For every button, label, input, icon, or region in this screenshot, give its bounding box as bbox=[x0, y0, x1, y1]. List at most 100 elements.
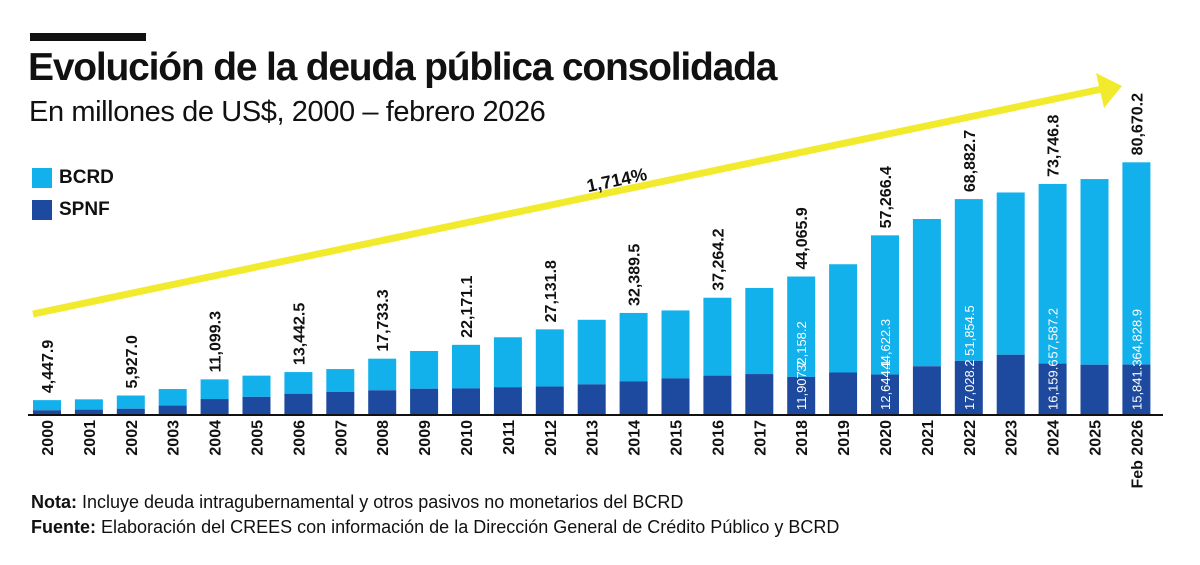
spnf-value-label-feb-2026: 15,841.3 bbox=[1129, 359, 1144, 410]
bcrd-value-label-2020: 44,622.3 bbox=[878, 319, 893, 370]
bar-spnf-2021 bbox=[912, 366, 941, 414]
bcrd-value-label-feb-2026: 64,828.9 bbox=[1129, 309, 1144, 360]
bar-bcrd-2007 bbox=[326, 369, 355, 392]
x-tick-label-2003: 2003 bbox=[166, 420, 183, 456]
x-tick-label-2022: 2022 bbox=[962, 420, 979, 456]
total-label-2010: 22,171.1 bbox=[459, 275, 476, 337]
bcrd-value-label-2022: 51,854.5 bbox=[962, 305, 977, 356]
x-tick-label-2017: 2017 bbox=[752, 420, 769, 456]
bar-spnf-2012 bbox=[535, 386, 564, 414]
spnf-value-label-2018: 11,907.7 bbox=[794, 360, 809, 410]
legend-swatch-bcrd bbox=[32, 168, 52, 188]
note-text: Incluye deuda intragubernamental y otros… bbox=[77, 492, 684, 512]
bar-spnf-2002 bbox=[116, 408, 145, 414]
bar-bcrd-2008 bbox=[368, 358, 397, 391]
x-tick-label-2024: 2024 bbox=[1046, 420, 1063, 456]
x-tick-label-2018: 2018 bbox=[794, 420, 811, 456]
bar-bcrd-2004 bbox=[200, 379, 229, 400]
chart-title: Evolución de la deuda pública consolidad… bbox=[28, 46, 777, 89]
x-tick-label-2001: 2001 bbox=[82, 420, 99, 456]
total-label-2016: 37,264.2 bbox=[710, 228, 727, 290]
x-tick-label-2016: 2016 bbox=[710, 420, 727, 456]
x-tick-label-2006: 2006 bbox=[291, 420, 308, 456]
note-label: Nota: bbox=[31, 492, 77, 512]
bar-bcrd-2019 bbox=[829, 264, 858, 373]
bar-spnf-2024 bbox=[1038, 363, 1067, 414]
spnf-value-label-2020: 12,644.1 bbox=[878, 359, 893, 410]
bar-bcrd-2020 bbox=[871, 235, 899, 375]
total-label-2014: 32,389.5 bbox=[627, 244, 644, 306]
legend-label-bcrd: BCRD bbox=[59, 167, 114, 188]
legend: BCRD SPNF bbox=[32, 164, 114, 228]
bar-bcrd-2016 bbox=[703, 297, 732, 376]
x-tick-label-2008: 2008 bbox=[375, 420, 392, 456]
bar-bcrd-2002 bbox=[116, 395, 145, 409]
total-label-2020: 57,266.4 bbox=[878, 166, 895, 228]
spnf-value-label-2024: 16,159.6 bbox=[1046, 359, 1061, 410]
x-tick-label-2007: 2007 bbox=[333, 420, 350, 456]
bar-spnf-2006 bbox=[284, 393, 313, 414]
x-tick-label-2004: 2004 bbox=[208, 420, 225, 456]
x-tick-label-2009: 2009 bbox=[417, 420, 434, 456]
x-tick-label-2020: 2020 bbox=[878, 420, 895, 456]
bar-bcrd-2009 bbox=[410, 350, 439, 389]
total-label-feb-2026: 80,670.2 bbox=[1129, 93, 1146, 155]
bar-bcrd-2012 bbox=[535, 329, 564, 387]
bar-spnf-2018 bbox=[787, 376, 816, 414]
legend-item-spnf: SPNF bbox=[32, 196, 114, 224]
growth-arrow-line bbox=[32, 85, 1103, 318]
chart-subtitle: En millones de US$, 2000 – febrero 2026 bbox=[29, 96, 546, 128]
x-tick-label-2013: 2013 bbox=[585, 420, 602, 456]
x-tick-label-2015: 2015 bbox=[669, 420, 686, 456]
source-text: Elaboración del CREES con información de… bbox=[96, 517, 840, 537]
x-tick-label-2014: 2014 bbox=[627, 420, 644, 456]
total-label-2002: 5,927.0 bbox=[124, 335, 141, 388]
bar-spnf-2004 bbox=[200, 399, 229, 414]
bar-spnf-2013 bbox=[577, 384, 606, 414]
bar-spnf-2016 bbox=[703, 375, 732, 414]
bar-bcrd-2005 bbox=[242, 375, 271, 397]
total-label-2000: 4,447.9 bbox=[40, 340, 57, 393]
bar-spnf-2022 bbox=[954, 360, 983, 414]
bar-bcrd-2017 bbox=[745, 287, 774, 375]
x-tick-label-2025: 2025 bbox=[1088, 420, 1105, 456]
note-line: Nota: Incluye deuda intragubernamental y… bbox=[31, 490, 839, 515]
bar-spnf-feb-2026 bbox=[1122, 364, 1151, 414]
bar-spnf-2011 bbox=[493, 387, 522, 414]
bar-spnf-2005 bbox=[242, 396, 271, 414]
x-tick-label-2011: 2011 bbox=[501, 420, 518, 455]
bar-bcrd-2003 bbox=[158, 389, 187, 406]
bar-bcrd-2001 bbox=[74, 399, 103, 410]
x-tick-label-2010: 2010 bbox=[459, 420, 476, 456]
growth-arrow-head bbox=[1096, 73, 1122, 108]
bar-bcrd-2025 bbox=[1080, 179, 1109, 365]
bar-bcrd-2000 bbox=[33, 400, 61, 411]
bar-bcrd-2021 bbox=[912, 219, 941, 367]
bar-spnf-2017 bbox=[745, 374, 774, 414]
source-label: Fuente: bbox=[31, 517, 96, 537]
bar-spnf-2019 bbox=[829, 372, 858, 414]
bar-bcrd-2018 bbox=[787, 276, 816, 377]
bcrd-value-label-2018: 32,158.2 bbox=[794, 321, 809, 372]
x-tick-label-2019: 2019 bbox=[836, 420, 853, 456]
x-tick-label-feb-2026: Feb 2026 bbox=[1129, 420, 1146, 489]
bar-bcrd-2010 bbox=[452, 344, 480, 389]
source-line: Fuente: Elaboración del CREES con inform… bbox=[31, 515, 839, 540]
bar-bcrd-2023 bbox=[996, 192, 1025, 355]
bar-bcrd-2006 bbox=[284, 372, 313, 394]
bar-spnf-2007 bbox=[326, 391, 355, 414]
total-label-2006: 13,442.5 bbox=[291, 303, 308, 365]
x-tick-label-2012: 2012 bbox=[543, 420, 560, 456]
bar-spnf-2009 bbox=[410, 388, 439, 414]
x-tick-label-2021: 2021 bbox=[920, 420, 937, 456]
bcrd-value-label-2024: 57,587.2 bbox=[1046, 308, 1061, 359]
total-label-2008: 17,733.3 bbox=[375, 289, 392, 351]
bar-bcrd-feb-2026 bbox=[1122, 162, 1151, 365]
bar-spnf-2010 bbox=[452, 388, 480, 414]
bar-spnf-2003 bbox=[158, 405, 187, 414]
bar-spnf-2014 bbox=[619, 381, 648, 414]
bar-bcrd-2013 bbox=[577, 319, 606, 385]
bar-spnf-2023 bbox=[996, 354, 1025, 414]
total-label-2024: 73,746.8 bbox=[1046, 115, 1063, 177]
bar-spnf-2000 bbox=[33, 410, 61, 414]
